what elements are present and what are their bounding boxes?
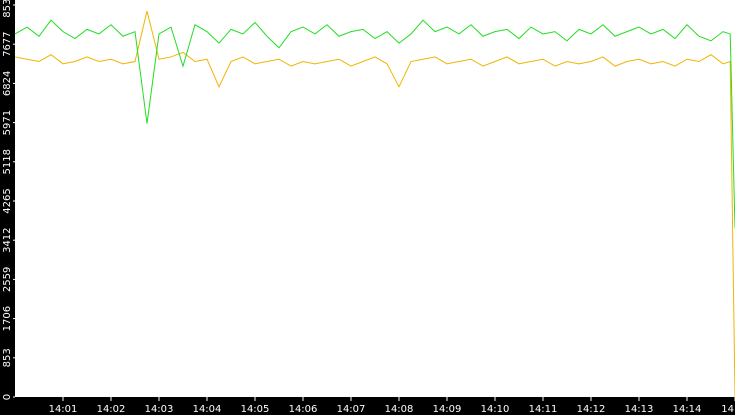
x-tick-label: 14:01 [49, 404, 78, 415]
y-tick-label: 5118 [2, 149, 13, 174]
x-tick-label: 14 [721, 404, 734, 415]
x-tick-label: 14:11 [529, 404, 558, 415]
y-tick-label: 853 [2, 348, 13, 367]
x-tick-label: 14:05 [241, 404, 270, 415]
series-line [14, 19, 735, 228]
y-tick-label: 0 [2, 394, 13, 400]
x-tick-label: 14:13 [625, 404, 654, 415]
y-tick-label: 6824 [2, 71, 13, 96]
x-tick-label: 14:03 [145, 404, 174, 415]
plot-area [15, 0, 735, 397]
y-tick-label: 4265 [2, 188, 13, 213]
x-tick-label: 14:14 [673, 404, 702, 415]
x-tick-label: 14:09 [433, 404, 462, 415]
y-tick-label: 5971 [2, 110, 13, 135]
y-tick-label: 7677 [2, 31, 13, 56]
series-line [14, 10, 735, 398]
x-tick-label: 14:02 [97, 404, 126, 415]
y-tick-label: 2559 [2, 267, 13, 292]
x-tick-label: 14:07 [337, 404, 366, 415]
x-tick-label: 14:10 [481, 404, 510, 415]
x-tick-label: 14:08 [385, 404, 414, 415]
x-tick-label: 14:12 [577, 404, 606, 415]
y-tick-label: 1706 [2, 306, 13, 331]
x-tick-label: 14:06 [289, 404, 318, 415]
x-tick-label: 14:04 [193, 404, 222, 415]
y-tick-label: 3412 [2, 227, 13, 252]
y-tick-label: 8530 [2, 0, 13, 18]
